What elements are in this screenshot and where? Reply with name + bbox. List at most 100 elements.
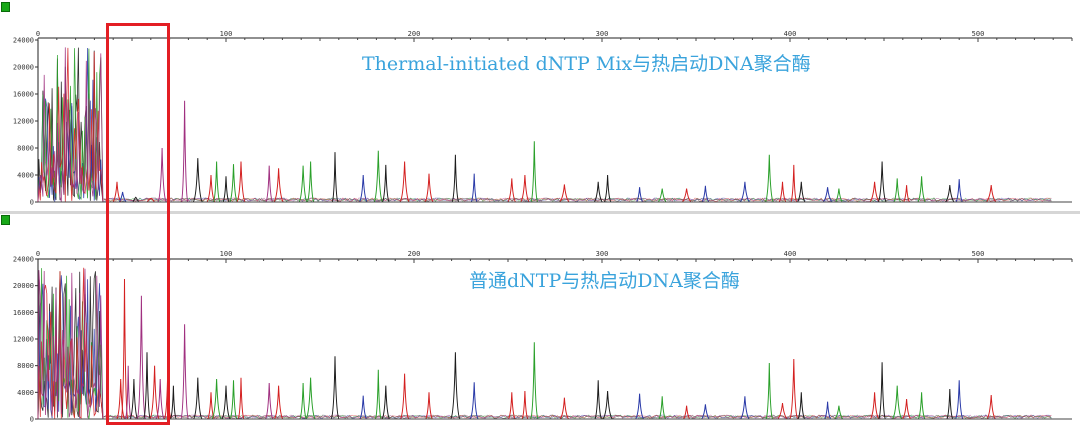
peak: [636, 187, 643, 203]
peak: [451, 154, 460, 203]
peak: [424, 173, 434, 203]
peak: [530, 342, 539, 420]
peak: [822, 187, 833, 203]
peak: [530, 141, 539, 203]
peak: [790, 164, 798, 203]
peak: [835, 188, 843, 203]
peak: [124, 365, 132, 420]
peak: [955, 179, 963, 203]
peak: [946, 388, 954, 420]
noise-trace-green: [37, 48, 104, 203]
peak: [116, 378, 126, 420]
peak: [789, 358, 799, 420]
peak: [170, 385, 177, 420]
peak: [469, 382, 479, 420]
y-tick-label: 24000: [13, 256, 34, 264]
electropherogram-chart-top: 0 100 200 300 400 500 0 4000 8000 12000 16000 20000…: [13, 30, 1073, 207]
peak: [132, 196, 140, 203]
peak: [594, 380, 602, 420]
y-tick-label: 16000: [13, 91, 34, 99]
peak: [470, 173, 478, 203]
x-tick-label: 200: [408, 30, 421, 38]
peak: [892, 385, 903, 420]
peak: [237, 377, 245, 420]
peak: [265, 165, 273, 203]
panel-marker-icon[interactable]: [1, 2, 10, 12]
peak: [740, 396, 750, 420]
peak: [373, 150, 383, 203]
peak: [331, 152, 339, 203]
peak: [507, 178, 516, 203]
peak: [192, 158, 203, 203]
peak: [129, 378, 139, 420]
peak: [193, 377, 203, 420]
peak: [508, 392, 516, 420]
peak: [593, 181, 603, 203]
x-tick-label: 0: [36, 30, 40, 38]
peak: [681, 188, 692, 203]
peak: [206, 174, 216, 203]
peak: [521, 390, 529, 420]
peak: [869, 392, 880, 420]
peak: [229, 380, 238, 420]
peak: [274, 385, 284, 420]
peak: [657, 188, 667, 203]
peak: [359, 395, 367, 420]
peak: [903, 185, 910, 203]
panel-marker-icon[interactable]: [1, 215, 10, 225]
peak: [559, 397, 570, 420]
x-tick-label: 500: [972, 30, 985, 38]
peak: [382, 164, 390, 203]
peak: [399, 373, 410, 420]
peak: [212, 161, 221, 203]
electropherogram-chart-bottom: 0 100 200 300 400 500 0 4000 8000 12000 16000 20000…: [13, 250, 1073, 424]
x-tick-label: 200: [408, 250, 421, 258]
peak: [739, 181, 750, 203]
y-tick-label: 0: [30, 199, 34, 207]
panel-separator: [0, 211, 1080, 215]
peak: [305, 377, 316, 420]
y-tick-label: 20000: [13, 64, 34, 72]
peak: [764, 154, 774, 203]
peak: [824, 401, 831, 420]
y-tick-label: 0: [30, 416, 34, 424]
x-tick-label: 400: [784, 30, 797, 38]
peak: [112, 181, 122, 203]
peak: [143, 352, 151, 420]
x-tick-label: 0: [36, 250, 40, 258]
y-tick-label: 12000: [13, 118, 34, 126]
peak: [221, 385, 231, 420]
x-tick-label: 300: [596, 250, 609, 258]
baseline-trace-red: [103, 197, 1052, 202]
peak: [229, 164, 238, 203]
peak: [878, 362, 886, 420]
peak: [222, 176, 230, 203]
peak: [399, 161, 410, 203]
peak: [157, 147, 167, 203]
peak: [149, 365, 160, 420]
peak: [797, 392, 806, 420]
noise-trace-purple: [37, 268, 104, 420]
peak: [778, 181, 787, 203]
noise-trace-purple: [37, 47, 104, 203]
peak: [273, 168, 284, 203]
peak: [306, 161, 315, 203]
peak: [902, 398, 911, 420]
peak: [118, 191, 127, 203]
electropherogram-panel-top: 0 100 200 300 400 500 0 4000 8000 12000 16000 20000…: [0, 0, 1080, 212]
peak: [986, 394, 996, 420]
peak: [658, 396, 666, 420]
y-tick-label: 20000: [13, 282, 34, 290]
peak: [797, 181, 806, 203]
peak: [180, 324, 189, 420]
peak: [777, 402, 788, 420]
peak: [520, 174, 530, 203]
peak: [211, 378, 222, 420]
peak: [330, 356, 340, 420]
y-tick-label: 8000: [17, 145, 34, 153]
x-tick-label: 100: [220, 30, 233, 38]
peak: [559, 184, 570, 203]
peak: [155, 378, 165, 420]
peak: [359, 174, 368, 203]
y-tick-label: 4000: [17, 172, 34, 180]
